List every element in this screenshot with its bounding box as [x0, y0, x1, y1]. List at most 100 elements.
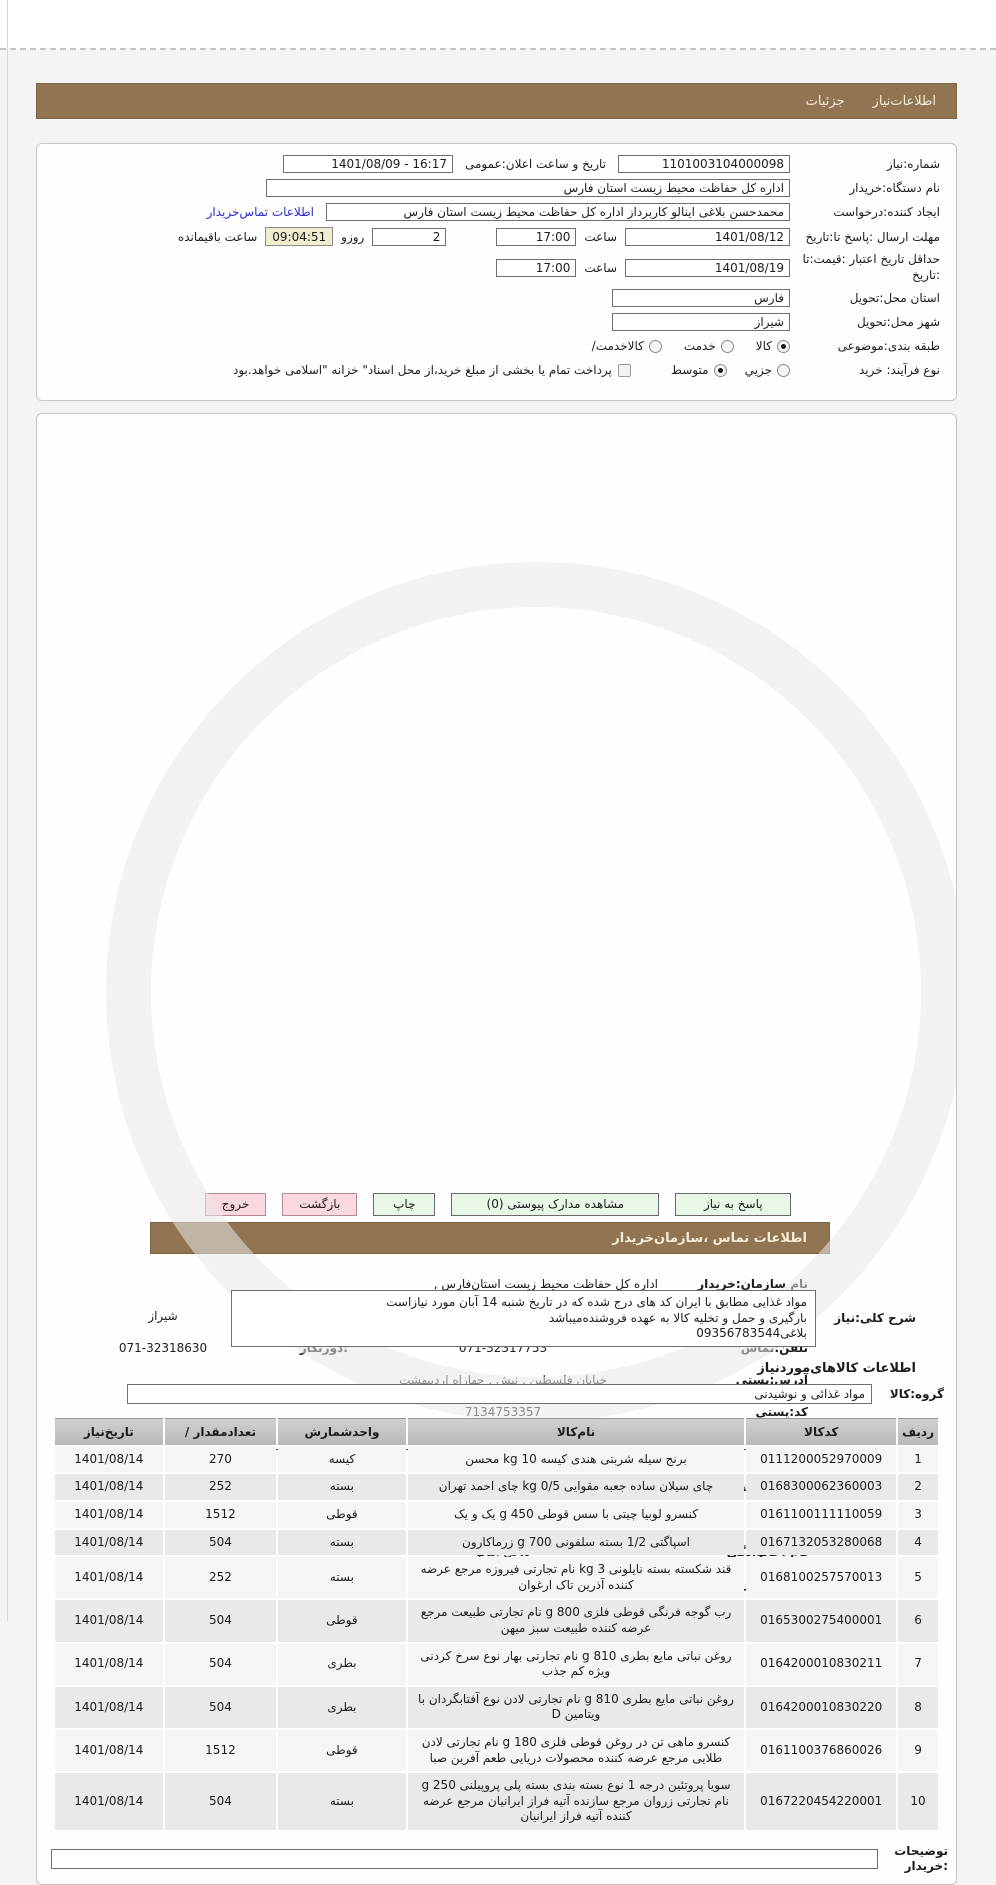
validity-label-line1: حداقل تاریخ اعتبار :قیمت:تا	[802, 252, 940, 266]
cell-unit: بسته	[278, 1773, 406, 1830]
goods-group-row: گروه:کالا مواد غذائی و نوشیدنی	[37, 1378, 956, 1406]
cell-unit: بطری	[278, 1686, 406, 1728]
need-description-field[interactable]: مواد غذایی مطابق با ایران کد های درج شده…	[231, 1290, 816, 1347]
cell-need-date: 1401/08/14	[55, 1729, 163, 1772]
need-summary-panel: شماره:نیاز 1101003104000098 تاریخ و ساعت…	[36, 143, 957, 401]
creator-field[interactable]: محمدحسن بلاغی اینالو کاربرداز اداره کل ح…	[326, 203, 790, 221]
classification-option-service[interactable]: خدمت	[684, 339, 734, 353]
cell-quantity: 252	[164, 1474, 277, 1500]
deadline-date-field[interactable]: 1401/08/12	[625, 227, 790, 246]
cell-item-name: کنسرو ماهی تن در روغن قوطی فلزی 180 g نا…	[407, 1729, 745, 1772]
buyer-notes-label-line2: :خریدار	[904, 1858, 948, 1873]
cell-row-number: 10	[898, 1773, 938, 1830]
cell-item-code: 0161100111110059	[746, 1501, 897, 1528]
goods-panel: شرح کلی:نیاز مواد غذایی مطابق با ایران ک…	[36, 413, 957, 1885]
radio-minor-icon[interactable]	[777, 363, 790, 377]
remaining-days-field[interactable]: 2	[372, 227, 447, 246]
cell-need-date: 1401/08/14	[55, 1773, 163, 1830]
table-row[interactable]: 2 0168300062360003 چای سیلان ساده جعبه م…	[55, 1474, 938, 1500]
delivery-province-label: استان محل:تحویل	[849, 291, 940, 306]
table-row[interactable]: 8 0164200010830220 روغن نباتی مایع بطری …	[55, 1686, 938, 1728]
table-row[interactable]: 3 0161100111110059 کنسرو لوبیا چیتی با س…	[55, 1501, 938, 1528]
cell-row-number: 3	[898, 1501, 938, 1528]
cell-item-code: 0167220454220001	[746, 1773, 897, 1830]
need-description-label: شرح کلی:نیاز	[834, 1311, 916, 1326]
contact-address-label: آدرس:پستی	[735, 1373, 808, 1387]
need-description-line1: مواد غذایی مطابق با ایران کد های درج شده…	[386, 1295, 807, 1309]
delivery-province-field[interactable]: فارس	[612, 289, 790, 308]
table-row[interactable]: 10 0167220454220001 سویا پروتئین درجه 1 …	[55, 1773, 938, 1830]
validity-label: حداقل تاریخ اعتبار :قیمت:تا:تاریخ	[790, 252, 940, 283]
classification-option-goods[interactable]: کالا	[756, 339, 790, 353]
deadline-time-field[interactable]: 17:00	[496, 227, 577, 246]
cell-need-date: 1401/08/14	[55, 1446, 163, 1473]
need-description-line2: بارگیری و حمل و تخلیه کالا به عهده فروشن…	[548, 1310, 807, 1325]
cell-item-name: چای سیلان ساده جعبه مقوایی 0/5 kg چای اح…	[407, 1474, 745, 1500]
delivery-province-row: استان محل:تحویل فارس	[47, 286, 946, 310]
goods-group-field[interactable]: مواد غذائی و نوشیدنی	[127, 1383, 872, 1404]
validity-date-field[interactable]: 1401/08/19	[625, 258, 790, 277]
process-type-row: نوع فرآیند: خرید جزيي متوسط پرداخت تمام …	[47, 358, 946, 382]
cell-quantity: 504	[164, 1529, 277, 1556]
need-number-field[interactable]: 1101003104000098	[618, 155, 790, 173]
cell-item-name: برنج سیله شربتی هندی کیسه 10 kg محسن	[407, 1446, 745, 1473]
treasury-payment-option[interactable]: پرداخت تمام یا بخشی از مبلغ خرید،از محل …	[233, 363, 631, 377]
announce-datetime-field[interactable]: 1401/08/09 - 16:17	[282, 155, 453, 173]
table-row[interactable]: 4 0167132053280068 اسپاگتی 1/2 بسته سلفو…	[55, 1529, 938, 1556]
table-row[interactable]: 5 0168100257570013 قند شکسته بسته نایلون…	[55, 1557, 938, 1599]
cell-unit: بسته	[278, 1557, 406, 1599]
remaining-hours-label: ساعت باقیمانده	[177, 229, 258, 244]
cell-unit: بسته	[278, 1474, 406, 1500]
creator-label: ایجاد کننده:درخواست	[833, 205, 940, 219]
radio-goods-service-icon[interactable]	[648, 339, 662, 353]
tab-bar: اطلاعات‌نیاز جزئیات	[36, 83, 957, 119]
table-row[interactable]: 9 0161100376860026 کنسرو ماهی تن در روغن…	[55, 1729, 938, 1772]
need-description-line3: بلاغی09356783544	[696, 1326, 807, 1341]
delivery-city-field[interactable]: شیراز	[612, 313, 790, 332]
cell-row-number: 2	[898, 1474, 938, 1500]
classification-option-goods-service[interactable]: کالاخدمت/	[592, 339, 662, 353]
cell-row-number: 9	[898, 1729, 938, 1772]
need-description-row: شرح کلی:نیاز مواد غذایی مطابق با ایران ک…	[37, 1282, 956, 1351]
tab-details[interactable]: جزئیات	[805, 93, 845, 109]
classification-label: طبقه بندی:موضوعی	[837, 339, 940, 354]
contact-city-value: شیراز	[148, 1309, 178, 1323]
radio-goods-label: کالا	[755, 339, 772, 354]
top-strip	[0, 0, 996, 50]
radio-service-icon[interactable]	[720, 339, 734, 353]
postal-code-label: کد:پستی	[755, 1405, 808, 1419]
cell-unit: بطری	[278, 1643, 406, 1685]
cell-unit: قوطی	[278, 1729, 406, 1772]
cell-item-name: کنسرو لوبیا چیتی با سس قوطی 450 g یک و ی…	[407, 1501, 745, 1528]
process-option-medium[interactable]: متوسط	[671, 363, 727, 377]
cell-quantity: 504	[164, 1643, 277, 1685]
tab-need-info[interactable]: اطلاعات‌نیاز	[872, 93, 936, 109]
header-item-code: کدکالا	[746, 1417, 897, 1445]
treasury-checkbox-icon[interactable]	[617, 363, 631, 377]
cell-row-number: 5	[898, 1557, 938, 1599]
buyer-org-row: نام دستگاه:خریدار اداره کل حفاظت محیط زی…	[47, 176, 946, 200]
radio-medium-icon[interactable]	[713, 363, 727, 377]
cell-item-code: 0161100376860026	[746, 1729, 897, 1772]
cell-need-date: 1401/08/14	[55, 1686, 163, 1728]
remaining-timer: 09:04:51	[265, 227, 334, 246]
cell-quantity: 1512	[164, 1501, 277, 1528]
creator-row: ایجاد کننده:درخواست محمدحسن بلاغی اینالو…	[47, 200, 946, 224]
buyer-org-field[interactable]: اداره کل حفاظت محیط زیست استان فارس	[266, 179, 790, 197]
cell-item-code: 0164200010830211	[746, 1643, 897, 1685]
cell-row-number: 8	[898, 1686, 938, 1728]
announce-label: تاریخ و ساعت اعلان:عمومی	[464, 157, 606, 171]
process-option-minor[interactable]: جزيي	[745, 363, 790, 377]
cell-item-name: روغن نباتی مایع بطری 810 g نام تجارتی به…	[407, 1643, 745, 1685]
delivery-city-row: شهر محل:تحویل شیراز	[47, 310, 946, 334]
goods-group-label: گروه:کالا	[889, 1386, 944, 1401]
buyer-notes-field[interactable]	[51, 1848, 878, 1869]
validity-time-field[interactable]: 17:00	[496, 258, 577, 277]
buyer-contact-link[interactable]: اطلاعات تماس‌خریدار	[206, 205, 314, 219]
cell-item-code: 0167132053280068	[746, 1529, 897, 1556]
table-row[interactable]: 1 0111200052970009 برنج سیله شربتی هندی …	[55, 1446, 938, 1473]
table-row[interactable]: 7 0164200010830211 روغن نباتی مایع بطری …	[55, 1643, 938, 1685]
radio-goods-icon[interactable]	[777, 339, 790, 353]
header-unit: واحدشمارش	[278, 1417, 406, 1445]
cell-need-date: 1401/08/14	[55, 1501, 163, 1528]
